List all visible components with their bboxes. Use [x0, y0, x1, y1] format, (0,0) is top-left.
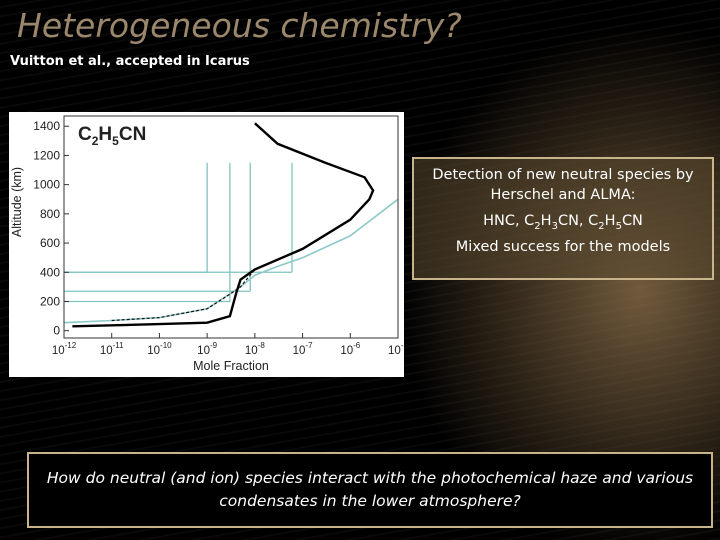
y-tick-label: 1000	[33, 178, 60, 192]
formula-part: 2	[92, 134, 99, 148]
y-tick-label: 400	[40, 265, 60, 279]
x-tick-label: 10-10	[147, 341, 172, 357]
tick-base: 10	[52, 345, 65, 357]
y-tick-label: 1200	[33, 148, 60, 162]
tick-exponent: -6	[353, 341, 361, 350]
x-tick-label: 10-5	[388, 341, 404, 357]
x-tick-label: 10-9	[197, 341, 217, 357]
x-tick-label: 10-6	[340, 341, 360, 357]
tick-base: 10	[197, 345, 210, 357]
slide-title: Heterogeneous chemistry?	[17, 6, 462, 45]
tick-exponent: -7	[305, 341, 313, 350]
tick-exponent: -12	[65, 341, 77, 350]
x-tick-label: 10-12	[52, 341, 77, 357]
tick-exponent: -8	[258, 341, 266, 350]
y-tick-label: 1400	[33, 119, 60, 133]
species-list: HNC, C2H3CN, C2H5CN	[483, 213, 643, 232]
tick-base: 10	[340, 345, 353, 357]
tick-exponent: -10	[160, 341, 172, 350]
tick-base: 10	[245, 345, 258, 357]
question-box: How do neutral (and ion) species interac…	[27, 452, 713, 528]
text-box: Detection of new neutral species by Hers…	[412, 157, 714, 280]
y-axis-label: Altitude (km)	[10, 167, 24, 237]
x-tick-label: 10-7	[293, 341, 313, 357]
y-tick-label: 200	[40, 294, 60, 308]
x-tick-label: 10-8	[245, 341, 265, 357]
result-text: Mixed success for the models	[455, 239, 671, 255]
formula-part: CN	[119, 124, 146, 145]
tick-exponent: -9	[210, 341, 218, 350]
x-tick-label: 10-11	[100, 341, 124, 357]
x-axis-label: Mole Fraction	[193, 359, 269, 373]
tick-exponent: -5	[401, 341, 404, 350]
formula-part: C	[78, 124, 92, 145]
profile-line	[72, 122, 375, 328]
tick-base: 10	[388, 345, 401, 357]
y-tick-label: 0	[53, 324, 60, 338]
tick-exponent: -11	[113, 341, 125, 350]
formula-part: H	[98, 124, 112, 145]
y-tick-label: 600	[40, 236, 60, 250]
profile-line	[63, 198, 399, 324]
formula-part: 5	[112, 134, 119, 148]
detection-text: Detection of new neutral species by Hers…	[432, 167, 694, 203]
tick-base: 10	[147, 345, 160, 357]
tick-base: 10	[293, 345, 306, 357]
tick-base: 10	[100, 345, 113, 357]
plot-frame	[63, 115, 399, 339]
species-label: C2H5CN	[78, 124, 146, 148]
y-tick-label: 800	[40, 207, 60, 221]
citation: Vuitton et al., accepted in Icarus	[10, 54, 250, 69]
